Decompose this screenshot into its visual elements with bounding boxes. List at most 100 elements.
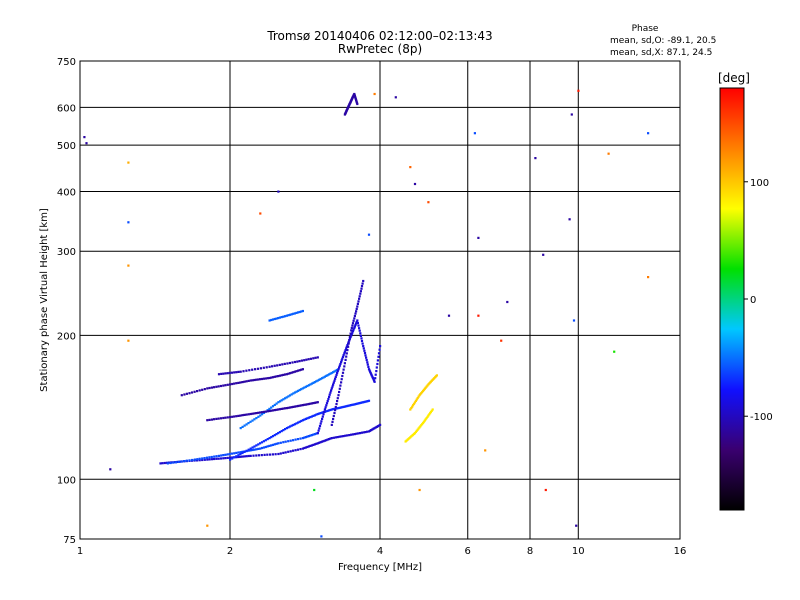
data-point — [249, 447, 252, 450]
data-point — [287, 395, 290, 398]
data-point — [229, 383, 232, 386]
data-point — [411, 405, 414, 408]
data-point — [127, 221, 130, 224]
data-point — [358, 297, 361, 300]
data-point — [301, 387, 304, 390]
data-point — [305, 358, 308, 361]
data-point — [361, 342, 364, 345]
data-point — [534, 157, 537, 160]
colorbar-tick-label: -100 — [750, 412, 773, 423]
data-point — [329, 391, 332, 394]
data-point — [268, 407, 271, 410]
data-point — [233, 452, 236, 455]
data-point — [217, 454, 221, 457]
data-point — [356, 305, 359, 308]
data-point — [355, 402, 358, 406]
data-point — [327, 373, 331, 376]
data-point — [427, 414, 430, 417]
data-point — [435, 374, 438, 377]
data-point — [245, 380, 248, 383]
data-point — [257, 415, 260, 418]
data-point — [307, 416, 310, 419]
data-point — [366, 363, 369, 366]
data-point — [206, 458, 209, 461]
data-point — [255, 448, 258, 451]
data-point — [309, 444, 312, 447]
colorbar — [719, 87, 745, 511]
data-point — [319, 412, 322, 415]
data-point — [323, 410, 326, 413]
data-point — [253, 448, 256, 451]
data-point — [188, 392, 191, 395]
data-point — [233, 415, 236, 418]
data-point — [334, 369, 337, 372]
data-point — [295, 422, 298, 425]
data-point — [340, 378, 343, 381]
data-point — [347, 340, 350, 344]
data-point — [206, 387, 209, 390]
data-point — [196, 459, 199, 462]
data-point — [316, 432, 319, 435]
data-point — [353, 433, 356, 436]
data-point — [247, 454, 250, 458]
data-point — [282, 398, 285, 401]
data-point — [361, 282, 364, 285]
data-point — [264, 377, 267, 380]
data-point — [360, 337, 363, 340]
data-point — [203, 388, 206, 391]
data-point — [215, 417, 218, 420]
data-point — [242, 370, 245, 373]
data-point — [336, 397, 339, 400]
data-point — [365, 358, 368, 362]
data-point — [255, 417, 258, 420]
data-point — [271, 405, 275, 408]
data-point — [257, 454, 261, 457]
data-point — [255, 444, 258, 447]
data-point — [376, 359, 379, 362]
data-point — [127, 161, 130, 164]
data-point — [366, 361, 369, 364]
data-point — [334, 375, 337, 378]
data-point — [298, 388, 301, 392]
data-point — [332, 414, 335, 418]
stats-o-line: mean, sd,O: -89.1, 20.5 — [610, 36, 716, 46]
data-point — [255, 412, 258, 415]
data-point — [253, 445, 256, 448]
data-point — [500, 339, 503, 342]
data-point — [298, 360, 301, 363]
data-point — [362, 401, 365, 404]
data-point — [358, 329, 361, 332]
data-point — [315, 401, 318, 404]
data-point — [325, 402, 329, 405]
data-point — [409, 408, 412, 411]
data-point — [312, 381, 315, 384]
data-point — [613, 350, 616, 353]
data-point — [300, 388, 303, 391]
data-point — [297, 404, 300, 408]
data-point — [271, 365, 274, 368]
data-point — [319, 377, 322, 381]
data-point — [289, 372, 292, 375]
data-point — [348, 335, 351, 338]
data-point — [373, 380, 376, 383]
data-point — [220, 454, 223, 457]
data-point — [224, 457, 227, 460]
data-point — [419, 425, 422, 428]
data-point — [185, 459, 188, 462]
data-point — [360, 285, 364, 288]
data-point — [330, 437, 333, 440]
data-point — [316, 412, 319, 416]
data-point — [271, 453, 274, 456]
data-point — [345, 347, 348, 350]
data-point — [356, 402, 359, 405]
data-point — [373, 92, 376, 96]
data-point — [213, 455, 216, 458]
data-point — [335, 403, 338, 406]
data-point — [257, 411, 260, 414]
data-point — [315, 413, 318, 416]
data-point — [325, 374, 328, 377]
data-point — [343, 362, 346, 365]
data-point — [285, 427, 288, 430]
data-point — [127, 264, 130, 267]
data-point — [295, 311, 298, 314]
